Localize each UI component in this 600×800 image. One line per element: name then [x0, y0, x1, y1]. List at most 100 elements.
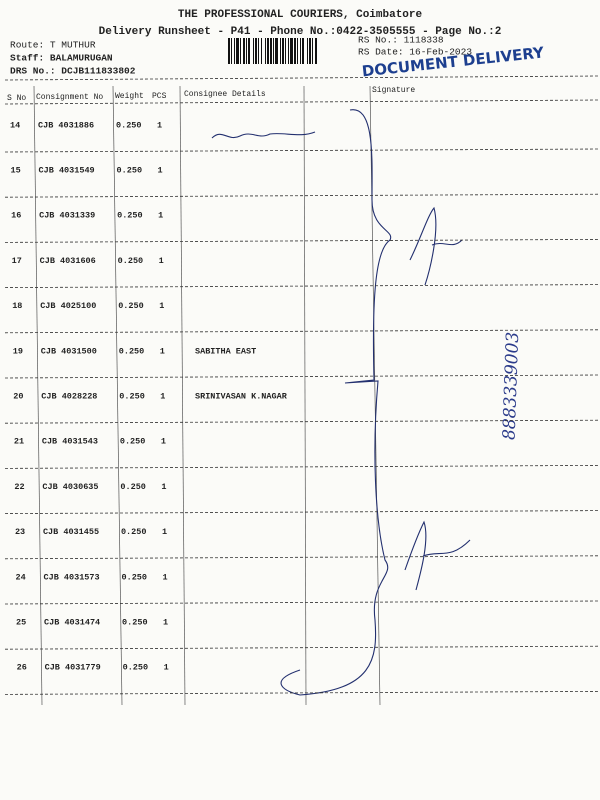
cell: 24	[16, 572, 26, 582]
cell: 0.250	[120, 437, 146, 447]
barcode-bar	[288, 38, 289, 64]
cell: CJB 4028228	[41, 391, 97, 401]
cell: 1	[161, 437, 166, 447]
barcode-bar	[240, 38, 241, 64]
row-rule	[4, 645, 599, 650]
cell: 0.250	[123, 663, 149, 673]
cell: 0.250	[118, 301, 144, 311]
cell: 0.250	[119, 391, 145, 401]
cell: CJB 4031339	[39, 211, 95, 221]
cell: CJB 4031549	[39, 165, 95, 175]
rule	[4, 99, 599, 105]
cell: CJB 4031474	[44, 617, 100, 627]
row-rule	[4, 193, 599, 198]
cell: 1	[161, 482, 166, 492]
barcode-bar	[294, 38, 296, 64]
cell: 22	[14, 482, 24, 492]
row-rule	[4, 691, 599, 695]
cell: 1	[160, 346, 165, 356]
barcode-bar	[265, 38, 266, 64]
barcode-bar	[300, 38, 301, 64]
barcode	[228, 38, 317, 64]
column-line	[33, 85, 43, 706]
cell: CJB 4025100	[40, 301, 96, 311]
cell: 1	[163, 572, 168, 582]
staff: Staff: BALAMURUGAN	[10, 53, 113, 64]
row-rule	[4, 329, 599, 334]
barcode-bar	[285, 38, 286, 64]
cell: 16	[11, 211, 21, 221]
barcode-bar	[243, 38, 245, 64]
cell: 19	[13, 346, 23, 356]
cell: 0.250	[117, 165, 143, 175]
cell: 1	[158, 165, 163, 175]
col-header: Consignee Details	[184, 90, 266, 99]
barcode-bar	[234, 38, 235, 64]
barcode-bar	[309, 38, 311, 64]
barcode-bar	[302, 38, 304, 64]
barcode-bar	[270, 38, 272, 64]
barcode-bar	[307, 38, 308, 64]
barcode-bar	[273, 38, 274, 64]
barcode-bar	[297, 38, 298, 64]
cell: CJB 4031455	[43, 527, 99, 537]
row-rule	[4, 148, 599, 153]
cell: 1	[158, 211, 163, 221]
column-line	[179, 85, 186, 706]
row-rule	[4, 374, 599, 379]
col-header: S No	[7, 94, 26, 103]
barcode-bar	[231, 38, 232, 64]
cell: 25	[16, 617, 26, 627]
cell: 0.250	[119, 346, 145, 356]
col-header: Consignment No	[36, 93, 103, 102]
cell: 0.250	[118, 256, 144, 266]
cell: 1	[159, 256, 164, 266]
route: Route: T MUTHUR	[10, 40, 96, 51]
cell: CJB 4031543	[42, 437, 98, 447]
cell: 0.250	[120, 482, 146, 492]
handwritten-note: 8883339003	[500, 332, 524, 441]
cell: CJB 4031573	[44, 572, 100, 582]
barcode-bar	[315, 38, 317, 64]
cell: 21	[14, 437, 24, 447]
cell: 15	[11, 165, 21, 175]
barcode-bar	[267, 38, 269, 64]
cell: 20	[13, 391, 23, 401]
row-rule	[4, 510, 599, 514]
barcode-bar	[246, 38, 247, 64]
cell: 1	[159, 301, 164, 311]
cell: CJB 4030635	[42, 482, 98, 492]
signature-bracket	[280, 109, 392, 696]
col-header: Weight	[115, 92, 144, 101]
cell: 1	[157, 120, 162, 130]
barcode-bar	[312, 38, 313, 64]
cell: CJB 4031779	[45, 663, 101, 673]
barcode-bar	[282, 38, 284, 64]
barcode-bar	[261, 38, 262, 64]
subtitle: Delivery Runsheet - P41 - Phone No.:0422…	[99, 26, 502, 38]
rs-number: RS No.: 1118338	[358, 35, 444, 46]
rule	[4, 75, 599, 81]
cell: CJB 4031500	[41, 346, 97, 356]
row-rule	[4, 600, 599, 605]
row-rule	[4, 464, 599, 469]
rs-date: RS Date: 16-Feb-2023	[358, 47, 472, 58]
cell: 26	[17, 663, 27, 673]
barcode-bar	[248, 38, 250, 64]
cell: 1	[164, 663, 169, 673]
column-line	[369, 85, 381, 706]
signature	[409, 206, 463, 286]
drs-number: DRS No.: DCJB111833802	[10, 66, 136, 77]
cell: 0.250	[122, 617, 148, 627]
barcode-bar	[228, 38, 230, 64]
row-rule	[4, 238, 599, 243]
barcode-bar	[290, 38, 293, 64]
cell: CJB 4031606	[40, 256, 96, 266]
cell: 17	[12, 256, 22, 266]
cell: 1	[162, 527, 167, 537]
cell: SRINIVASAN K.NAGAR	[195, 391, 288, 401]
barcode-bar	[258, 38, 259, 64]
barcode-bar	[280, 38, 281, 64]
